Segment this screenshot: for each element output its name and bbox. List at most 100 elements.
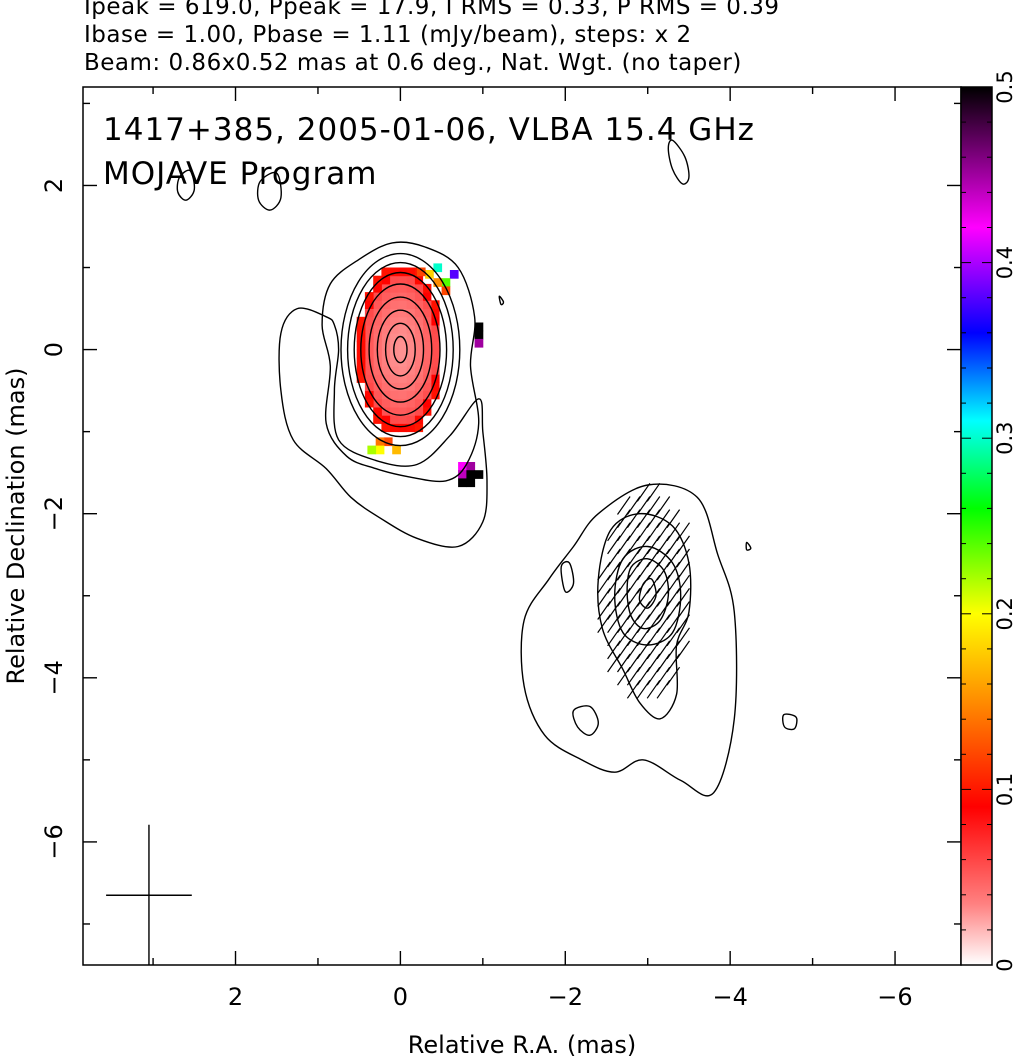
pol-pixel (414, 316, 424, 326)
pol-pixel (430, 341, 440, 351)
pol-pixel (389, 300, 399, 309)
pol-pixel (397, 398, 407, 408)
pol-edge-pixel (466, 462, 476, 471)
pol-pixel (364, 325, 374, 334)
x-tick-label: −4 (713, 983, 748, 1011)
pol-pixel (406, 374, 415, 383)
x-tick-label: −2 (548, 983, 583, 1011)
pol-pixel (373, 374, 382, 383)
pol-pixel (430, 390, 440, 400)
pol-edge-pixel (433, 278, 443, 287)
pol-pixel (397, 407, 407, 416)
pol-pixel (422, 390, 432, 400)
evpa-vector (597, 561, 611, 581)
pol-pixel (422, 382, 432, 392)
pol-pixel (406, 300, 415, 309)
contour-envelope-inner (321, 241, 480, 483)
pol-pixel (406, 407, 415, 416)
pol-edge-pixel (441, 278, 451, 287)
pol-pixel (430, 325, 440, 334)
pol-pixel (414, 398, 424, 408)
y-tick-label: 0 (40, 342, 68, 357)
evpa-vector (617, 653, 631, 673)
pol-pixel (397, 308, 407, 318)
axis-ticks: 2 0 −2 −4 −6 2 0 −2 −4 −6 (40, 87, 961, 1011)
pol-pixel (397, 415, 407, 424)
pol-pixel (397, 325, 407, 334)
pol-pixel (422, 407, 432, 416)
pol-pixel (406, 398, 415, 408)
pol-pixel (373, 366, 382, 375)
pol-pixel (381, 300, 391, 309)
pol-pixel (422, 357, 432, 367)
pol-pixel (406, 275, 415, 285)
evpa-vector (626, 666, 641, 686)
pol-pixel (373, 390, 382, 400)
pol-pixel (406, 292, 415, 301)
pol-pixel (430, 374, 440, 383)
y-tick-label: −6 (40, 824, 68, 859)
pol-pixel (397, 374, 407, 383)
pol-edge-pixel (458, 478, 467, 488)
colorbar-tick-label: 0.1 (993, 773, 1017, 806)
pol-pixel (373, 316, 382, 326)
evpa-vector (607, 522, 621, 542)
pol-pixel (389, 390, 399, 400)
evpa-vector (597, 601, 611, 620)
core-contour-3 (376, 309, 425, 390)
pol-pixel (389, 308, 399, 318)
pol-pixel (422, 398, 432, 408)
pol-pixel (430, 349, 440, 359)
pol-pixel (422, 325, 432, 334)
pol-pixel (422, 349, 432, 359)
pol-pixel (406, 390, 415, 400)
contour-jet-mid (597, 512, 692, 720)
pol-pixel (364, 292, 374, 301)
pol-pixel (430, 300, 440, 309)
pol-pixel (397, 382, 407, 392)
pol-pixel (381, 325, 391, 334)
pol-pixel (381, 374, 391, 383)
y-axis-label: Relative Declination (mas) (2, 367, 30, 684)
pol-pixel (364, 316, 374, 326)
pol-pixel (364, 382, 374, 392)
pol-pixel (430, 382, 440, 392)
contour-envelope-outer (278, 307, 488, 548)
pol-pixel (430, 308, 440, 318)
pol-pixel (364, 300, 374, 309)
pol-pixel (364, 398, 374, 408)
pol-pixel (430, 333, 440, 342)
pol-edge-pixel (458, 470, 467, 479)
pol-edge-pixel (441, 286, 451, 296)
pol-pixel (389, 316, 399, 326)
pol-pixel (414, 292, 424, 301)
core-contour-7 (346, 261, 454, 438)
pol-pixel (389, 267, 399, 277)
evpa-vector-layer (597, 482, 690, 699)
pol-pixel (373, 415, 382, 424)
pol-pixel (389, 292, 399, 301)
pol-edge-pixel (392, 445, 401, 455)
contour-blob-small-1 (498, 295, 505, 306)
polarization-fraction-layer (356, 263, 484, 488)
pol-pixel (381, 275, 391, 285)
pol-pixel (406, 382, 415, 392)
pol-pixel (356, 374, 366, 383)
pol-edge-pixel (425, 270, 434, 279)
pol-edge-pixel (416, 267, 426, 277)
pol-pixel (389, 366, 399, 375)
core-contour-8 (340, 252, 461, 447)
pol-pixel (397, 283, 407, 293)
pol-pixel (389, 283, 399, 293)
colorbar-tick-label: 0.4 (993, 246, 1017, 279)
pol-edge-pixel (383, 437, 393, 447)
header-line-2: Ibase = 1.00, Pbase = 1.11 (mJy/beam), s… (84, 22, 692, 48)
pol-pixel (373, 325, 382, 334)
pol-pixel (422, 308, 432, 318)
evpa-vector (656, 679, 671, 699)
pol-pixel (356, 366, 366, 375)
pol-pixel (422, 341, 432, 351)
pol-pixel (414, 415, 424, 424)
contour-blob-small-2 (745, 541, 752, 551)
evpa-vector (607, 640, 621, 660)
